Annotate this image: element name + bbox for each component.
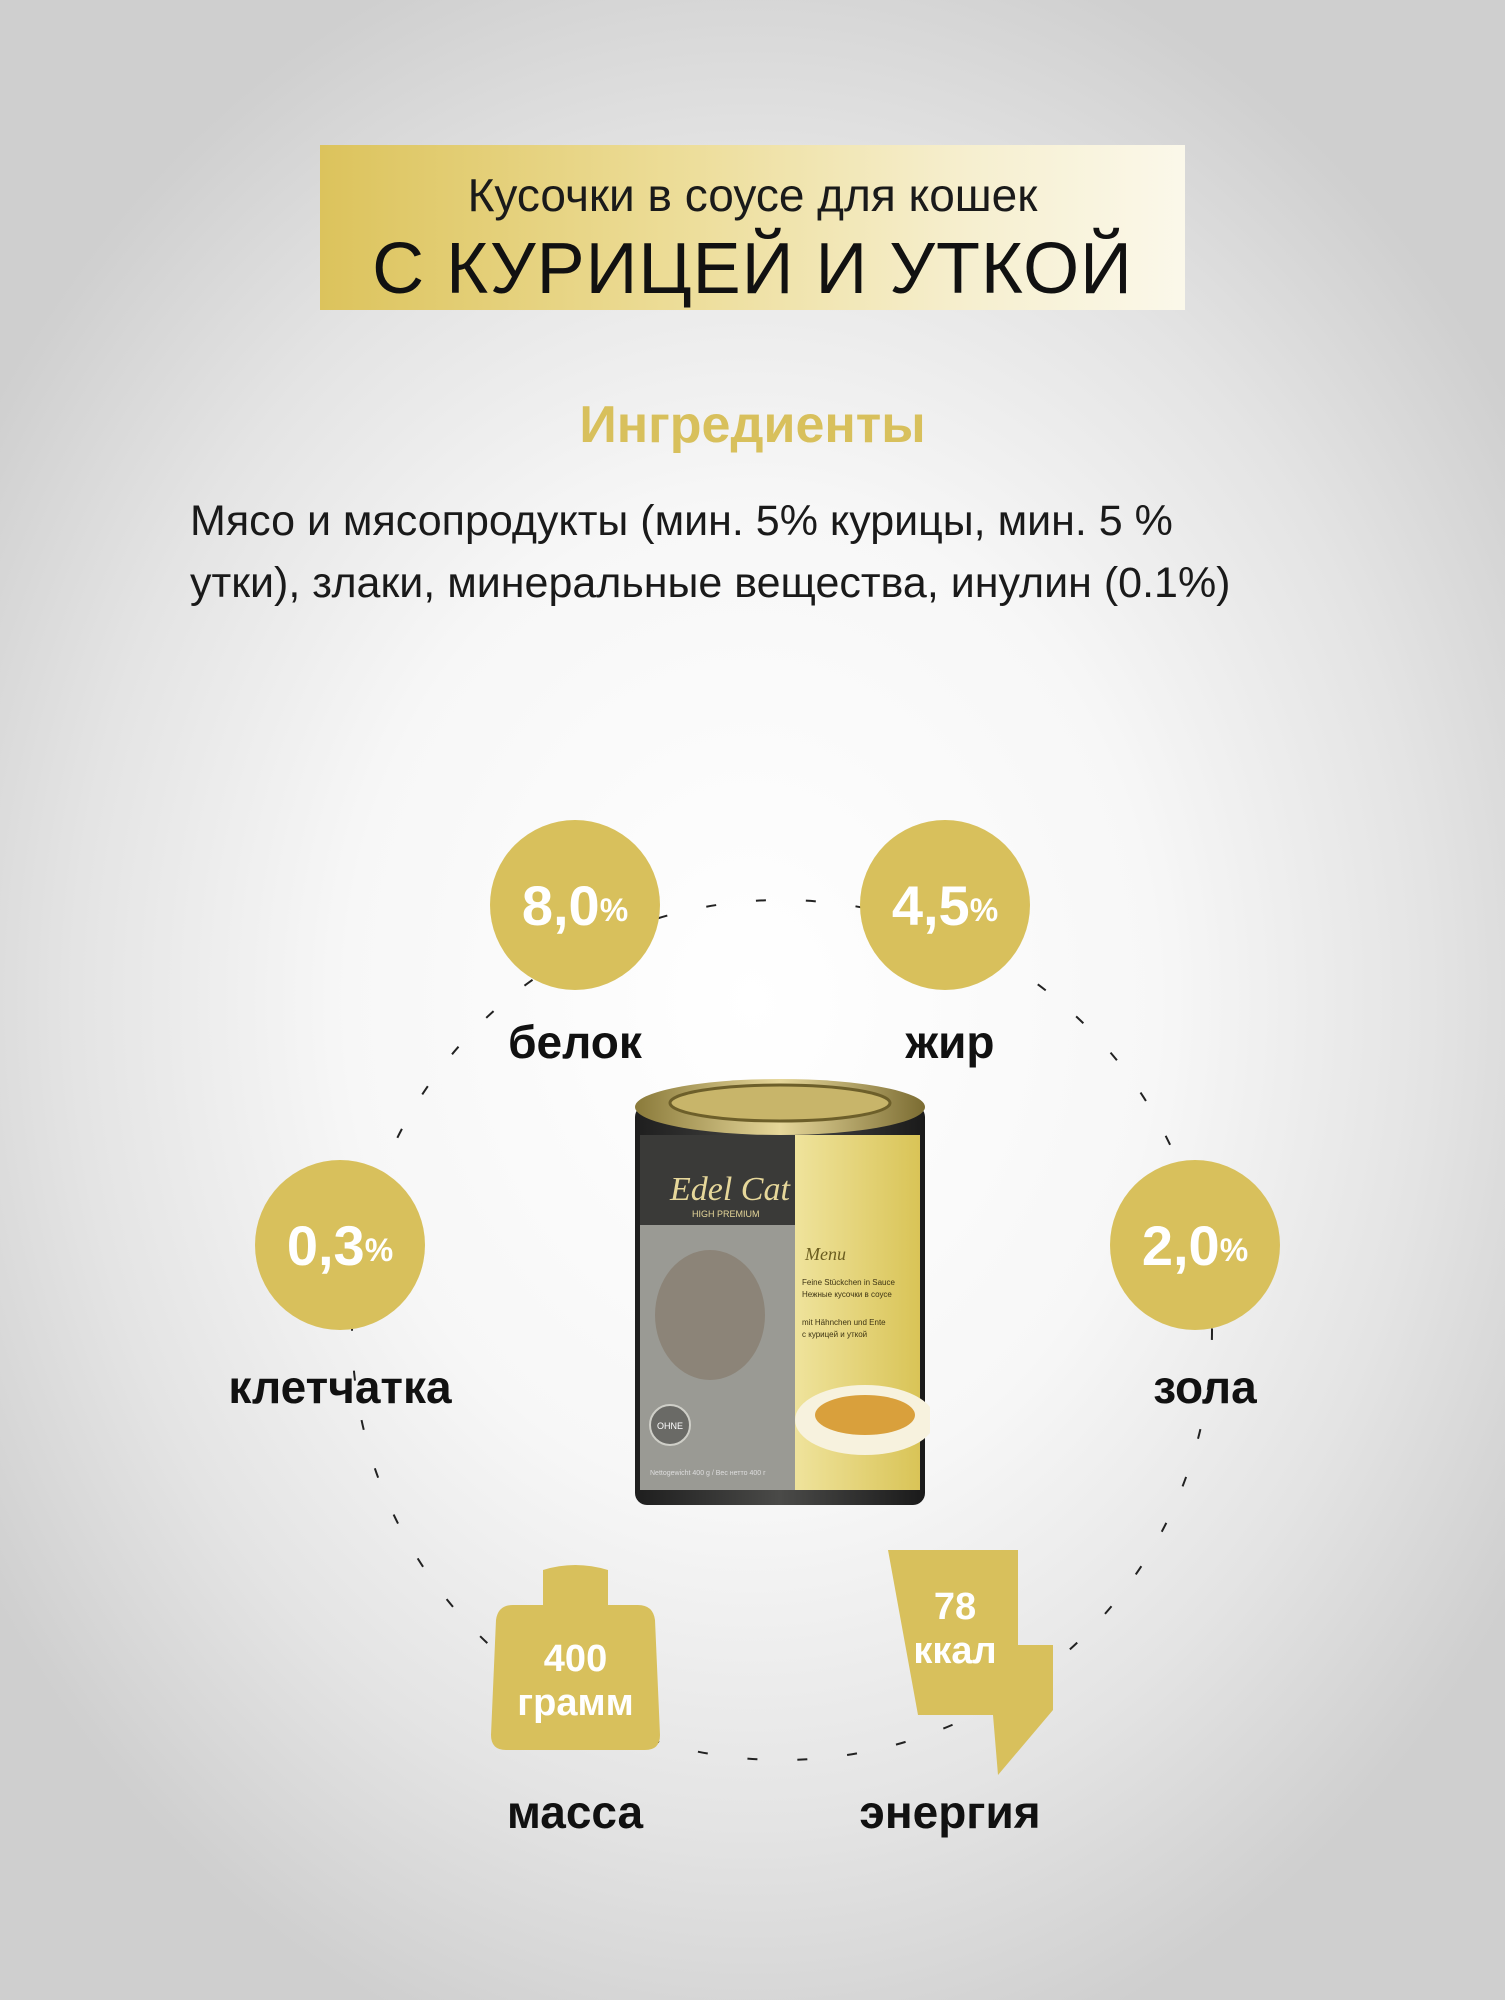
ash-label: зола	[1153, 1361, 1257, 1413]
ingredients-text: Мясо и мясопродукты (мин. 5% курицы, мин…	[190, 490, 1390, 614]
fiber-circle: 0,3 %	[255, 1160, 425, 1330]
can-badge: OHNE	[657, 1421, 683, 1431]
fat-label: жир	[905, 1016, 995, 1068]
mass-text: 400 грамм	[488, 1637, 663, 1725]
protein-value: 8,0	[521, 873, 600, 937]
lightning-icon	[888, 1550, 1053, 1775]
can-menu: Menu	[804, 1244, 846, 1264]
product-can-image: Edel Cat HIGH PREMIUM Menu Feine Stückch…	[630, 1075, 935, 1520]
can-desc-de: Feine Stückchen in Sauce	[802, 1278, 895, 1287]
energy-label: энергия	[859, 1786, 1041, 1838]
can-tagline: HIGH PREMIUM	[692, 1209, 760, 1219]
ingredients-line-1: Мясо и мясопродукты (мин. 5% курицы, мин…	[190, 497, 1173, 545]
ash-circle: 2,0 %	[1110, 1160, 1280, 1330]
fiber-label: клетчатка	[228, 1361, 452, 1413]
energy-unit: ккал	[913, 1630, 997, 1672]
ingredients-line-2: утки), злаки, минеральные вещества, инул…	[190, 559, 1231, 607]
protein-circle: 8,0 %	[490, 820, 660, 990]
can-desc-ru: Нежные кусочки в соусе	[802, 1290, 892, 1299]
mass-label: масса	[506, 1786, 644, 1838]
can-brand: Edel Cat	[669, 1171, 791, 1208]
ash-unit: %	[1219, 1231, 1249, 1268]
ingredients-heading: Ингредиенты	[579, 396, 926, 454]
fat-value: 4,5	[891, 873, 970, 937]
weight-icon	[491, 1565, 660, 1750]
mass-unit: грамм	[517, 1682, 634, 1724]
title-band	[320, 145, 1185, 310]
protein-label: белок	[508, 1016, 642, 1068]
can-flavor-ru: с курицей и уткой	[802, 1330, 867, 1339]
fiber-unit: %	[364, 1231, 394, 1268]
fat-unit: %	[969, 891, 999, 928]
page-title: С КУРИЦЕЙ И УТКОЙ	[372, 229, 1133, 309]
protein-unit: %	[599, 891, 629, 928]
mass-value: 400	[543, 1638, 608, 1680]
fat-circle: 4,5 %	[860, 820, 1030, 990]
energy-value: 78	[933, 1586, 977, 1628]
can-weight-note: Nettogewicht 400 g / Вес нетто 400 г	[650, 1470, 766, 1477]
ash-value: 2,0	[1141, 1213, 1220, 1277]
title-subtitle: Кусочки в соусе для кошек	[467, 169, 1038, 221]
can-flavor-de: mit Hähnchen und Ente	[802, 1318, 886, 1327]
fiber-value: 0,3	[286, 1213, 365, 1277]
energy-text: 78 ккал	[880, 1585, 1030, 1673]
